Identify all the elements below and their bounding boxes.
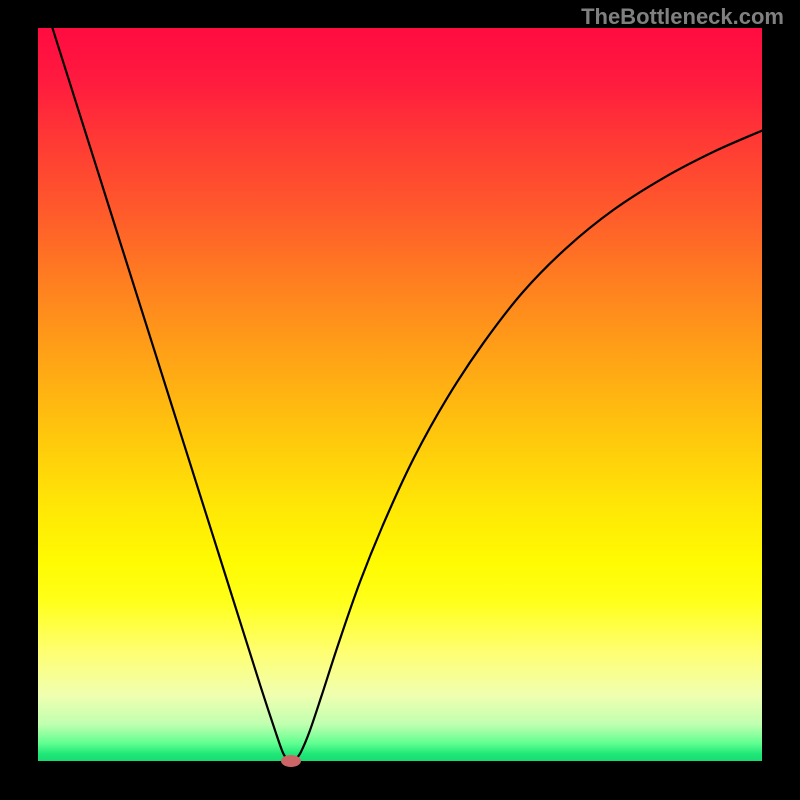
bottleneck-plot (38, 28, 762, 761)
ideal-point-marker (281, 755, 301, 767)
watermark-text: TheBottleneck.com (581, 4, 784, 30)
chart-container: TheBottleneck.com (0, 0, 800, 800)
plot-background (38, 28, 762, 761)
